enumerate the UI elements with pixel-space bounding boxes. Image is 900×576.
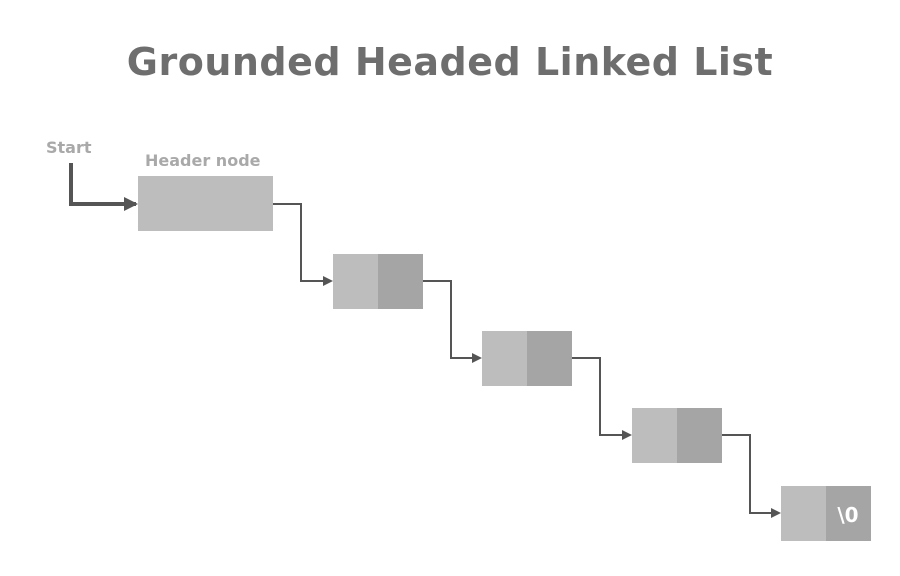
node-data-field [781,486,826,541]
list-node-3 [632,408,722,463]
next-pointer-arrow [572,357,632,440]
list-node-1 [333,254,423,309]
node-data-field [333,254,378,309]
start-label: Start [46,138,92,157]
null-marker: \0 [837,503,858,527]
node-data-field [632,408,677,463]
next-pointer-arrow [722,434,781,518]
header-node-label: Header node [145,151,261,170]
next-pointer-arrow [423,280,482,363]
node-next-field [378,254,423,309]
start-pointer-arrow [69,163,138,211]
node-next-field [527,331,572,386]
node-next-field [826,486,871,541]
header-node [138,176,273,231]
node-data-field [482,331,527,386]
list-node-4: \0 [781,486,871,541]
list-node-2 [482,331,572,386]
next-pointer-arrow [273,203,333,286]
page-title: Grounded Headed Linked List [126,40,774,84]
node-next-field [677,408,722,463]
